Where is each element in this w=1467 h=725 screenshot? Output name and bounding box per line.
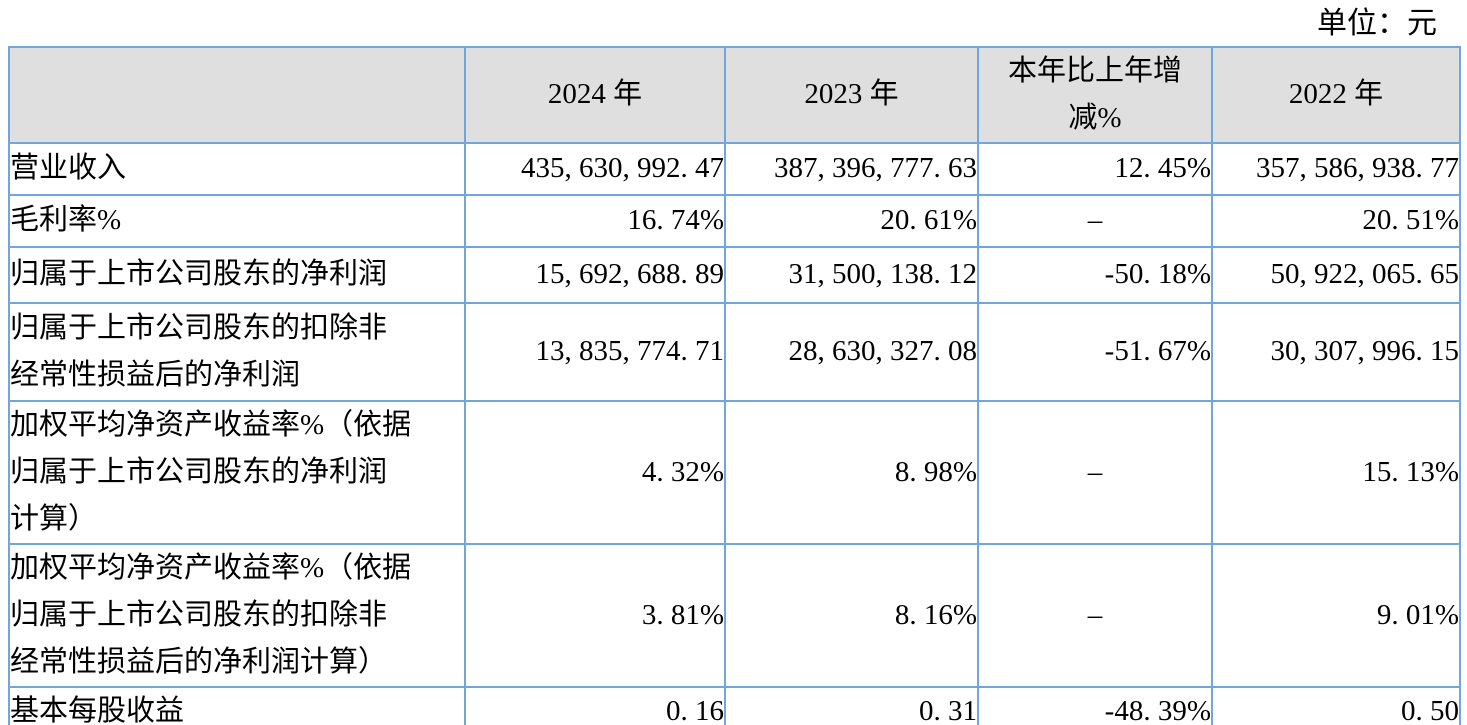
cell-2023: 28, 630, 327. 08: [724, 301, 979, 402]
row-label: 基本每股收益: [8, 685, 466, 725]
header-cell-blank: [8, 46, 466, 144]
cell-2023: 20. 61%: [724, 193, 979, 248]
cell-2024: 16. 74%: [464, 193, 726, 248]
cell-change: –: [977, 542, 1213, 688]
cell-2023: 31, 500, 138. 12: [724, 245, 979, 304]
row-label: 加权平均净资产收益率%（依据 归属于上市公司股东的净利润 计算）: [8, 399, 466, 545]
cell-2023: 0. 31: [724, 685, 979, 725]
row-label: 归属于上市公司股东的扣除非 经常性损益后的净利润: [8, 301, 466, 402]
row-label: 营业收入: [8, 141, 466, 196]
table-header-row: 2024 年 2023 年 本年比上年增 减% 2022 年: [8, 46, 1461, 144]
table-row-basic-eps: 基本每股收益 0. 16 0. 31 -48. 39% 0. 50: [8, 685, 1461, 725]
cell-2022: 20. 51%: [1211, 193, 1461, 248]
cell-change: –: [977, 399, 1213, 545]
cell-change: -51. 67%: [977, 301, 1213, 402]
cell-2022: 357, 586, 938. 77: [1211, 141, 1461, 196]
cell-2022: 0. 50: [1211, 685, 1461, 725]
cell-2024: 435, 630, 992. 47: [464, 141, 726, 196]
cell-change: -50. 18%: [977, 245, 1213, 304]
row-label: 归属于上市公司股东的净利润: [8, 245, 466, 304]
header-cell-2023: 2023 年: [724, 46, 979, 144]
cell-2024: 15, 692, 688. 89: [464, 245, 726, 304]
table-row-gross-margin: 毛利率% 16. 74% 20. 61% – 20. 51%: [8, 193, 1461, 248]
table-row-weighted-roe: 加权平均净资产收益率%（依据 归属于上市公司股东的净利润 计算） 4. 32% …: [8, 399, 1461, 545]
cell-2024: 13, 835, 774. 71: [464, 301, 726, 402]
cell-2023: 387, 396, 777. 63: [724, 141, 979, 196]
cell-2022: 50, 922, 065. 65: [1211, 245, 1461, 304]
cell-2024: 0. 16: [464, 685, 726, 725]
table-row-net-profit-excl-nonrecurring: 归属于上市公司股东的扣除非 经常性损益后的净利润 13, 835, 774. 7…: [8, 301, 1461, 402]
cell-2022: 30, 307, 996. 15: [1211, 301, 1461, 402]
table-row-weighted-roe-excl-nonrecurring: 加权平均净资产收益率%（依据 归属于上市公司股东的扣除非 经常性损益后的净利润计…: [8, 542, 1461, 688]
cell-2022: 15. 13%: [1211, 399, 1461, 545]
header-cell-2024: 2024 年: [464, 46, 726, 144]
table-row-revenue: 营业收入 435, 630, 992. 47 387, 396, 777. 63…: [8, 141, 1461, 196]
cell-2022: 9. 01%: [1211, 542, 1461, 688]
header-cell-2022: 2022 年: [1211, 46, 1461, 144]
cell-change: –: [977, 193, 1213, 248]
financial-summary-table: 2024 年 2023 年 本年比上年增 减% 2022 年 营业收入 435,…: [8, 46, 1461, 725]
row-label: 毛利率%: [8, 193, 466, 248]
cell-2024: 3. 81%: [464, 542, 726, 688]
cell-change: 12. 45%: [977, 141, 1213, 196]
table-row-net-profit: 归属于上市公司股东的净利润 15, 692, 688. 89 31, 500, …: [8, 245, 1461, 304]
row-label: 加权平均净资产收益率%（依据 归属于上市公司股东的扣除非 经常性损益后的净利润计…: [8, 542, 466, 688]
cell-2023: 8. 16%: [724, 542, 979, 688]
cell-2024: 4. 32%: [464, 399, 726, 545]
cell-2023: 8. 98%: [724, 399, 979, 545]
header-cell-change: 本年比上年增 减%: [977, 46, 1213, 144]
cell-change: -48. 39%: [977, 685, 1213, 725]
unit-label: 单位：元: [1317, 7, 1437, 40]
